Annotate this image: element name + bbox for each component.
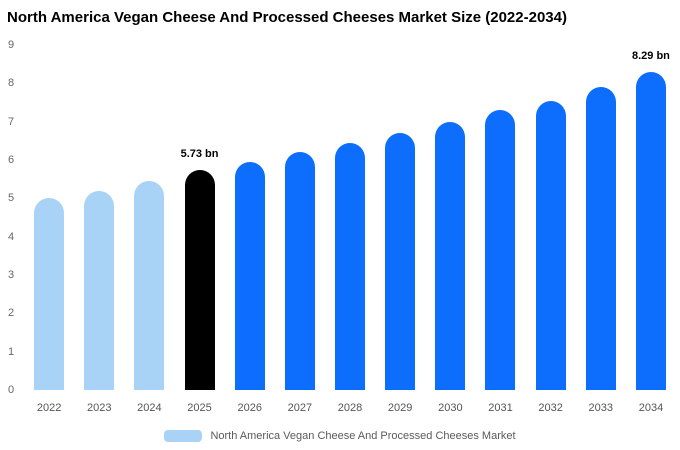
x-axis-label: 2030 [438,402,463,414]
y-axis-label: 2 [8,307,15,320]
bar[interactable] [385,133,416,390]
bar[interactable] [184,170,215,390]
bar[interactable] [435,121,466,390]
bar-group: 2032 [526,45,576,414]
y-axis-label: 9 [8,39,15,51]
x-axis-label: 2029 [387,402,413,414]
bar-group: 8.29 bn 2034 [626,45,676,414]
bar[interactable] [335,142,366,390]
x-axis-label: 2024 [137,402,162,414]
bar[interactable] [535,100,566,390]
legend-swatch-icon [164,430,203,442]
y-axis-label: 4 [8,230,15,243]
y-axis-label: 6 [8,154,15,166]
x-axis-label: 2023 [86,402,112,414]
bar-group: 2023 [74,45,124,414]
y-axis: 0 1 2 3 4 5 6 7 8 9 [0,39,24,396]
bar[interactable] [284,152,315,390]
bar[interactable] [134,181,165,390]
bar[interactable] [585,87,616,390]
x-axis-label: 2033 [588,402,614,414]
bar[interactable] [84,190,115,390]
bar-group: 5.73 bn 2025 [174,45,224,414]
y-axis-label: 8 [8,77,15,90]
x-axis-label: 2034 [638,402,664,414]
bar[interactable] [34,198,65,390]
x-axis-label: 2027 [287,402,313,414]
bar[interactable] [485,110,516,390]
bar-group: 2024 [124,45,174,414]
bar-group: 2022 [24,45,74,414]
y-axis-label: 3 [8,269,15,281]
bars-area: 2022 2023 2024 5.73 bn 2025 2026 2027 2028 2029 2… [24,45,680,414]
legend-item[interactable]: North America Vegan Cheese And Processed… [0,430,680,442]
bar[interactable] [635,72,666,390]
x-axis-label: 2025 [187,402,212,414]
x-axis-label: 2022 [36,402,62,414]
x-axis-label: 2028 [337,402,363,414]
chart-title: North America Vegan Cheese And Processed… [7,9,567,26]
bar-group: 2027 [275,45,325,414]
bar-value-label: 5.73 bn [180,148,219,161]
x-axis-label: 2032 [538,402,563,414]
x-axis-label: 2031 [488,402,513,414]
bar-group: 2029 [375,45,425,414]
bar[interactable] [234,161,265,390]
y-axis-label: 7 [8,115,15,128]
y-axis-label: 1 [8,345,15,358]
bar-value-label: 8.29 bn [632,50,670,63]
bar-group: 2033 [576,45,626,414]
x-axis-label: 2026 [237,402,262,414]
bar-group: 2030 [425,45,475,414]
y-axis-label: 5 [8,192,15,205]
bar-group: 2028 [325,45,375,414]
bar-group: 2026 [225,45,275,414]
bar-group: 2031 [475,45,525,414]
legend-label: North America Vegan Cheese And Processed… [210,430,516,442]
y-axis-label: 0 [8,384,15,396]
